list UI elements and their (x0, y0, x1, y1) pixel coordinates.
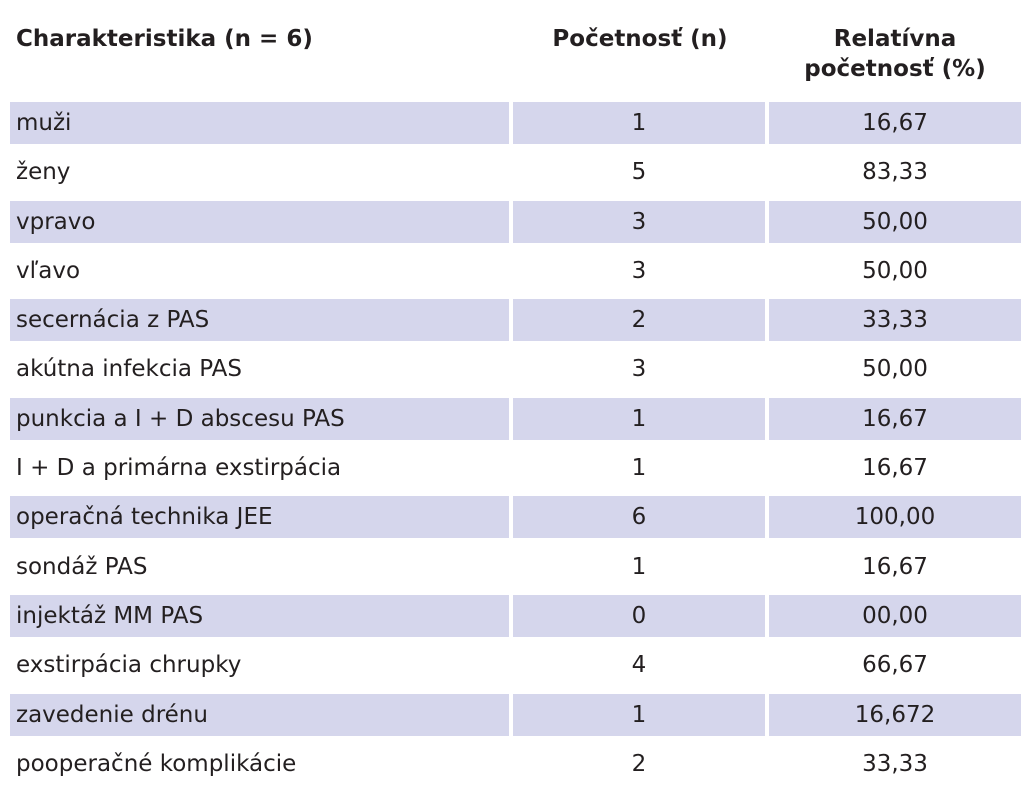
table-row: akútna infekcia PAS 3 50,00 (0, 346, 1030, 395)
cell-characteristic: sondáž PAS (16, 553, 148, 580)
cell-count: 3 (631, 356, 647, 383)
table-row: vľavo 3 50,00 (0, 248, 1030, 297)
cell-characteristic: zavedenie drénu (10, 693, 509, 736)
header-characteristic: Charakteristika (n = 6) (16, 26, 313, 52)
cell-count: 1 (631, 455, 647, 482)
cell-count: 3 (631, 257, 647, 284)
cell-count: 5 (631, 159, 647, 186)
header-relative-line2: početnosť (%) (804, 56, 986, 82)
table-row: injektáž MM PAS 0 00,00 (0, 593, 1030, 642)
table-row: secernácia z PAS 2 33,33 (0, 297, 1030, 346)
cell-relative: 50,00 (862, 356, 928, 383)
header-relative-line1: Relatívna (833, 26, 957, 52)
table-row: muži 1 16,67 (0, 100, 1030, 149)
cell-relative: 16,67 (862, 455, 928, 482)
cell-relative: 16,67 (769, 397, 1021, 440)
cell-relative: 00,00 (769, 594, 1021, 637)
cell-relative: 100,00 (769, 496, 1021, 539)
cell-characteristic: punkcia a I + D abscesu PAS (10, 397, 509, 440)
header-count: Početnosť (n) (552, 26, 728, 52)
cell-relative: 16,67 (862, 553, 928, 580)
cell-relative: 50,00 (769, 200, 1021, 243)
cell-relative: 83,33 (862, 159, 928, 186)
table-row: punkcia a I + D abscesu PAS 1 16,67 (0, 396, 1030, 445)
cell-characteristic: operačná technika JEE (10, 496, 509, 539)
table-row: ženy 5 83,33 (0, 149, 1030, 198)
cell-relative: 33,33 (862, 750, 928, 777)
cell-count: 3 (513, 200, 765, 243)
cell-count: 1 (513, 693, 765, 736)
table-row: zavedenie drénu 1 16,672 (0, 692, 1030, 741)
cell-characteristic: injektáž MM PAS (10, 594, 509, 637)
cell-count: 6 (513, 496, 765, 539)
cell-characteristic: ženy (16, 159, 71, 186)
table-row: vpravo 3 50,00 (0, 199, 1030, 248)
table-row: pooperačné komplikácie 2 33,33 (0, 741, 1030, 790)
cell-count: 1 (631, 553, 647, 580)
cell-characteristic: muži (10, 102, 509, 144)
cell-characteristic: exstirpácia chrupky (16, 652, 242, 679)
cell-characteristic: secernácia z PAS (10, 299, 509, 342)
table-row: I + D a primárna exstirpácia 1 16,67 (0, 445, 1030, 494)
cell-relative: 50,00 (862, 257, 928, 284)
cell-characteristic: pooperačné komplikácie (16, 750, 297, 777)
cell-relative: 66,67 (862, 652, 928, 679)
cell-count: 1 (513, 102, 765, 144)
cell-characteristic: vpravo (10, 200, 509, 243)
cell-count: 4 (631, 652, 647, 679)
table-row: sondáž PAS 1 16,67 (0, 544, 1030, 593)
cell-characteristic: I + D a primárna exstirpácia (16, 455, 342, 482)
cell-count: 2 (631, 750, 647, 777)
cell-count: 1 (513, 397, 765, 440)
header-relative: Relatívna početnosť (%) (768, 24, 1022, 84)
table-header: Charakteristika (n = 6) Početnosť (n) Re… (0, 0, 1030, 100)
table-row: operačná technika JEE 6 100,00 (0, 494, 1030, 543)
cell-characteristic: vľavo (16, 257, 81, 284)
cell-count: 2 (513, 299, 765, 342)
table-row: exstirpácia chrupky 4 66,67 (0, 642, 1030, 691)
cell-relative: 33,33 (769, 299, 1021, 342)
cell-relative: 16,67 (769, 102, 1021, 144)
cell-characteristic: akútna infekcia PAS (16, 356, 242, 383)
cell-count: 0 (513, 594, 765, 637)
cell-relative: 16,672 (769, 693, 1021, 736)
